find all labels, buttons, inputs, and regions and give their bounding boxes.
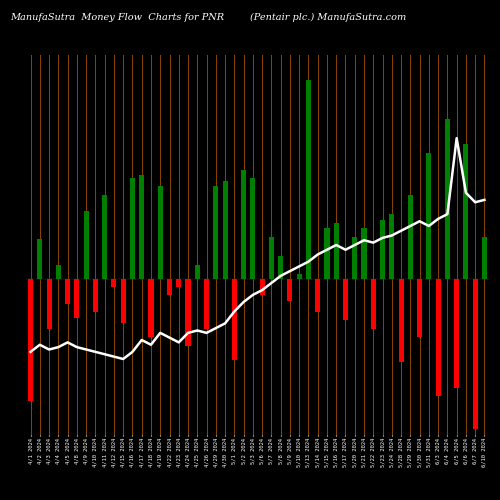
Bar <box>250 178 256 278</box>
Bar <box>158 186 163 278</box>
Bar <box>222 180 228 278</box>
Bar <box>130 178 135 278</box>
Bar <box>56 264 61 278</box>
Bar <box>241 170 246 278</box>
Bar <box>417 278 422 337</box>
Bar <box>370 278 376 329</box>
Text: ManufaSutra  Money Flow  Charts for PNR: ManufaSutra Money Flow Charts for PNR <box>10 12 224 22</box>
Bar <box>315 278 320 312</box>
Bar <box>194 264 200 278</box>
Bar <box>390 214 394 278</box>
Bar <box>306 80 311 278</box>
Bar <box>380 220 385 278</box>
Bar <box>167 278 172 295</box>
Bar <box>464 144 468 278</box>
Bar <box>112 278 116 287</box>
Text: (Pentair plc.) ManufaSutra.com: (Pentair plc.) ManufaSutra.com <box>250 12 406 22</box>
Bar <box>278 256 283 278</box>
Bar <box>269 236 274 279</box>
Bar <box>74 278 80 318</box>
Bar <box>148 278 154 337</box>
Bar <box>334 222 339 278</box>
Bar <box>204 278 209 329</box>
Bar <box>436 278 440 396</box>
Bar <box>46 278 52 329</box>
Bar <box>102 194 107 278</box>
Bar <box>352 236 358 279</box>
Bar <box>260 278 264 295</box>
Bar <box>65 278 70 303</box>
Bar <box>186 278 190 345</box>
Bar <box>93 278 98 312</box>
Bar <box>288 278 292 301</box>
Bar <box>398 278 404 362</box>
Bar <box>472 278 478 430</box>
Bar <box>324 228 330 278</box>
Bar <box>84 212 88 278</box>
Bar <box>454 278 459 388</box>
Bar <box>296 274 302 278</box>
Bar <box>482 236 487 279</box>
Bar <box>214 186 218 278</box>
Bar <box>343 278 348 320</box>
Bar <box>426 153 432 278</box>
Bar <box>139 175 144 279</box>
Bar <box>28 278 33 402</box>
Bar <box>38 240 43 279</box>
Bar <box>362 228 366 278</box>
Bar <box>120 278 126 323</box>
Bar <box>176 278 182 287</box>
Bar <box>408 194 413 278</box>
Bar <box>445 120 450 278</box>
Bar <box>232 278 237 359</box>
